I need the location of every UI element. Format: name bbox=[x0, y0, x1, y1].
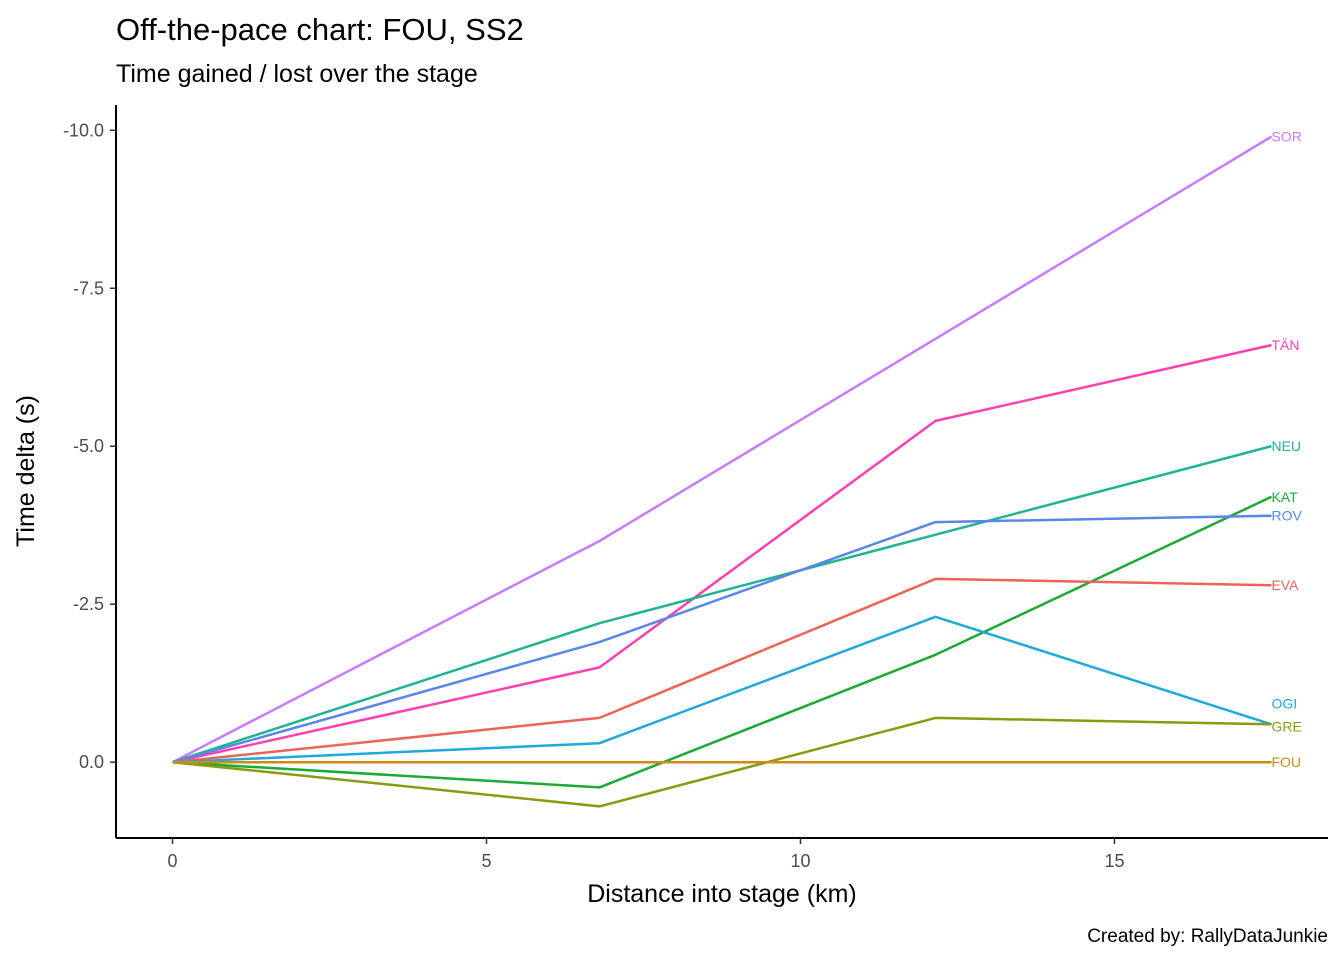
y-tick-label: -10.0 bbox=[63, 120, 104, 140]
series-label-rov: ROV bbox=[1271, 508, 1302, 524]
series-lines bbox=[171, 135, 1273, 808]
series-labels: SOR TÄN NEU KAT ROV EVA OGI GRE FOU bbox=[1271, 129, 1302, 771]
y-axis-title: Time delta (s) bbox=[12, 395, 40, 547]
series-line-neu bbox=[172, 444, 1272, 764]
chart-caption: Created by: RallyDataJunkie bbox=[1087, 926, 1328, 947]
series-line-eva bbox=[172, 577, 1272, 764]
y-tick-label: -2.5 bbox=[73, 594, 104, 614]
series-label-sor: SOR bbox=[1271, 129, 1301, 145]
series-line-kat bbox=[172, 495, 1273, 789]
chart-subtitle: Time gained / lost over the stage bbox=[116, 60, 478, 88]
x-tick-label: 0 bbox=[168, 851, 178, 871]
series-label-eva: EVA bbox=[1271, 577, 1299, 593]
y-tick-label: -7.5 bbox=[73, 278, 104, 298]
series-label-gre: GRE bbox=[1271, 718, 1301, 734]
series-line-rov bbox=[172, 514, 1272, 764]
y-tick-label: 0.0 bbox=[79, 752, 104, 772]
chart-title: Off-the-pace chart: FOU, SS2 bbox=[116, 12, 524, 47]
series-label-ogi: OGI bbox=[1271, 695, 1297, 711]
x-axis-ticks: 0 5 10 15 bbox=[168, 838, 1125, 871]
series-line-tän bbox=[172, 343, 1272, 764]
x-tick-label: 15 bbox=[1104, 851, 1124, 871]
x-axis-title: Distance into stage (km) bbox=[587, 880, 857, 908]
series-label-neu: NEU bbox=[1271, 438, 1301, 454]
series-label-fou: FOU bbox=[1271, 754, 1301, 770]
series-line-sor bbox=[171, 135, 1273, 764]
series-line-ogi bbox=[172, 615, 1272, 764]
x-tick-label: 10 bbox=[790, 851, 810, 871]
series-label-tän: TÄN bbox=[1271, 337, 1299, 353]
series-label-kat: KAT bbox=[1271, 489, 1298, 505]
y-tick-label: -5.0 bbox=[73, 436, 104, 456]
x-tick-label: 5 bbox=[481, 851, 491, 871]
plot-area: 0 5 10 15 -10.0 -7.5 -5.0 -2.5 0.0 SOR TÄN NEU KAT… bbox=[63, 105, 1328, 871]
y-axis-ticks: -10.0 -7.5 -5.0 -2.5 0.0 bbox=[63, 120, 116, 772]
